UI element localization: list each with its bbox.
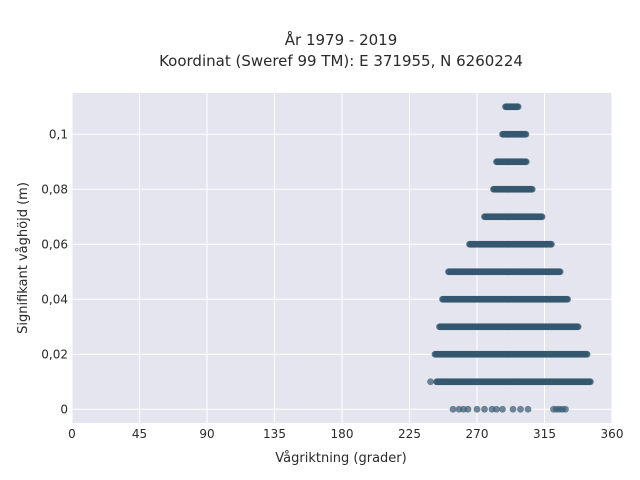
y-tick-labels: 0 0,02 0,04 0,06 0,08 0,1 (41, 127, 68, 416)
data-point (499, 405, 506, 413)
data-point (522, 130, 530, 138)
x-tick-label: 90 (199, 427, 214, 441)
data-point (464, 405, 472, 413)
data-point (562, 405, 569, 413)
data-point (587, 378, 594, 386)
y-tick-label: 0,06 (41, 237, 68, 251)
data-point (564, 295, 571, 303)
x-gridlines (71, 93, 613, 423)
x-tick-label: 225 (398, 427, 421, 441)
data-points (427, 103, 594, 413)
y-tick-label: 0,04 (41, 292, 68, 306)
x-tick-label: 360 (601, 427, 624, 441)
data-point (509, 405, 517, 413)
y-tick-label: 0,1 (49, 127, 68, 141)
x-tick-label: 135 (263, 427, 286, 441)
x-tick-label: 270 (466, 427, 489, 441)
x-axis-title: Vågriktning (grader) (275, 451, 406, 466)
data-point (427, 378, 434, 386)
data-point (583, 350, 591, 358)
x-tick-labels: 0 45 90 135 180 225 270 315 360 (68, 427, 623, 441)
data-point (556, 268, 564, 276)
data-point (522, 158, 530, 166)
data-point (528, 185, 536, 193)
chart-title-line-1: År 1979 - 2019 (285, 30, 398, 49)
data-point (538, 213, 546, 221)
data-point (449, 405, 457, 413)
data-point (481, 405, 488, 413)
chart-title-line-2: Koordinat (Sweref 99 TM): E 371955, N 62… (159, 52, 523, 70)
data-point (473, 405, 481, 413)
data-point (548, 240, 555, 248)
y-tick-label: 0,08 (41, 182, 68, 196)
data-point (574, 323, 582, 331)
data-point (514, 103, 522, 111)
y-axis-title: Signifikant våghöjd (m) (16, 182, 31, 334)
x-tick-label: 45 (132, 427, 147, 441)
x-tick-label: 0 (68, 427, 76, 441)
data-point (493, 405, 500, 413)
x-tick-label: 180 (331, 427, 354, 441)
data-point (524, 405, 532, 413)
x-tick-label: 315 (533, 427, 556, 441)
y-tick-label: 0,02 (41, 347, 68, 361)
y-tick-label: 0 (60, 402, 68, 416)
data-point (517, 405, 524, 413)
